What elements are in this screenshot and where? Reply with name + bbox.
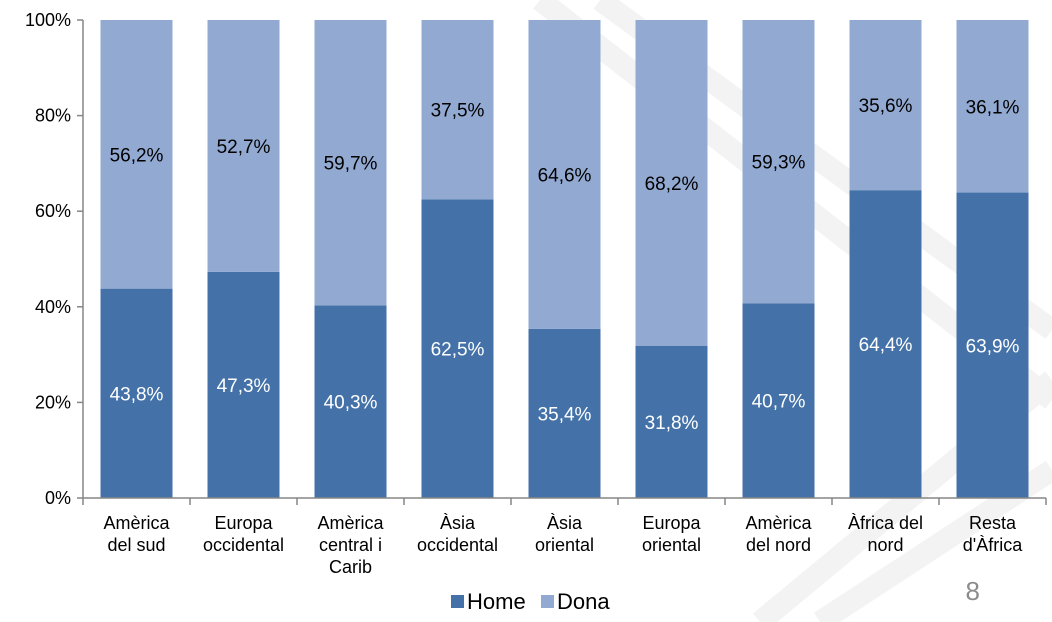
data-label-dona-3: 37,5%: [431, 101, 485, 122]
bar-dona-1: [207, 20, 280, 272]
bar-dona-2: [314, 20, 387, 306]
category-label-1: Europa occidental: [203, 513, 284, 555]
bar-dona-0: [100, 20, 173, 289]
axes-group: [77, 19, 1047, 505]
y-tick-label: 100%: [25, 10, 71, 30]
legend-swatch-dona: [541, 595, 554, 608]
page-number: 8: [966, 576, 980, 606]
data-label-dona-2: 59,7%: [324, 154, 378, 175]
category-label-3: Àsia occidental: [417, 513, 498, 555]
data-label-home-7: 64,4%: [859, 335, 913, 356]
bar-home-4: [528, 328, 601, 498]
category-label-5: Europa oriental: [642, 513, 702, 555]
category-label-0: Amèrica del sud: [103, 513, 170, 555]
data-label-home-0: 43,8%: [110, 384, 164, 405]
bar-home-0: [100, 288, 173, 498]
y-tick-label: 0%: [45, 488, 71, 508]
data-label-home-8: 63,9%: [966, 336, 1020, 357]
data-label-dona-7: 35,6%: [859, 96, 913, 117]
bar-dona-3: [421, 20, 494, 200]
data-labels: 43,8% 56,2% 47,3% 52,7% 40,3% 59,7% 62,5% 37,5%…: [110, 96, 1020, 434]
y-tick-labels: 0% 20% 40% 60% 80% 100%: [25, 10, 71, 508]
bar-dona-7: [849, 20, 922, 191]
data-label-home-3: 62,5%: [431, 340, 485, 361]
data-label-dona-6: 59,3%: [752, 153, 806, 174]
bar-home-3: [421, 199, 494, 498]
legend-label-home: Home: [467, 589, 526, 614]
data-label-home-2: 40,3%: [324, 393, 378, 414]
category-label-8: Resta d'Àfrica: [963, 513, 1023, 555]
category-label-2: Amèrica central i Carib: [317, 513, 384, 577]
bar-dona-5: [635, 20, 708, 346]
bar-dona-8: [956, 20, 1029, 193]
bar-home-7: [849, 190, 922, 498]
category-label-7: Àfrica del nord: [848, 513, 923, 555]
bar-dona-6: [742, 20, 815, 304]
bars-group: [100, 20, 1029, 499]
legend: Home Dona: [451, 589, 610, 614]
data-label-home-5: 31,8%: [645, 413, 699, 434]
bar-home-6: [742, 303, 815, 498]
bar-home-8: [956, 192, 1029, 499]
data-label-dona-1: 52,7%: [217, 137, 271, 158]
y-tick-label: 40%: [35, 297, 71, 317]
bar-home-2: [314, 305, 387, 498]
category-labels: Amèrica del sud Europa occidental Amèrica cen…: [103, 513, 1023, 577]
legend-label-dona: Dona: [557, 589, 610, 614]
data-label-dona-5: 68,2%: [645, 174, 699, 195]
category-label-4: Àsia oriental: [535, 513, 594, 555]
data-label-dona-4: 64,6%: [538, 165, 592, 186]
legend-swatch-home: [451, 595, 464, 608]
data-label-home-4: 35,4%: [538, 404, 592, 425]
category-label-6: Amèrica del nord: [745, 513, 812, 555]
y-tick-label: 20%: [35, 392, 71, 412]
bar-dona-4: [528, 20, 601, 329]
bar-home-5: [635, 345, 708, 498]
y-tick-label: 80%: [35, 106, 71, 126]
data-label-dona-8: 36,1%: [966, 97, 1020, 118]
bar-home-1: [207, 271, 280, 498]
y-tick-label: 60%: [35, 201, 71, 221]
data-label-home-1: 47,3%: [217, 376, 271, 397]
data-label-home-6: 40,7%: [752, 392, 806, 413]
data-label-dona-0: 56,2%: [110, 145, 164, 166]
